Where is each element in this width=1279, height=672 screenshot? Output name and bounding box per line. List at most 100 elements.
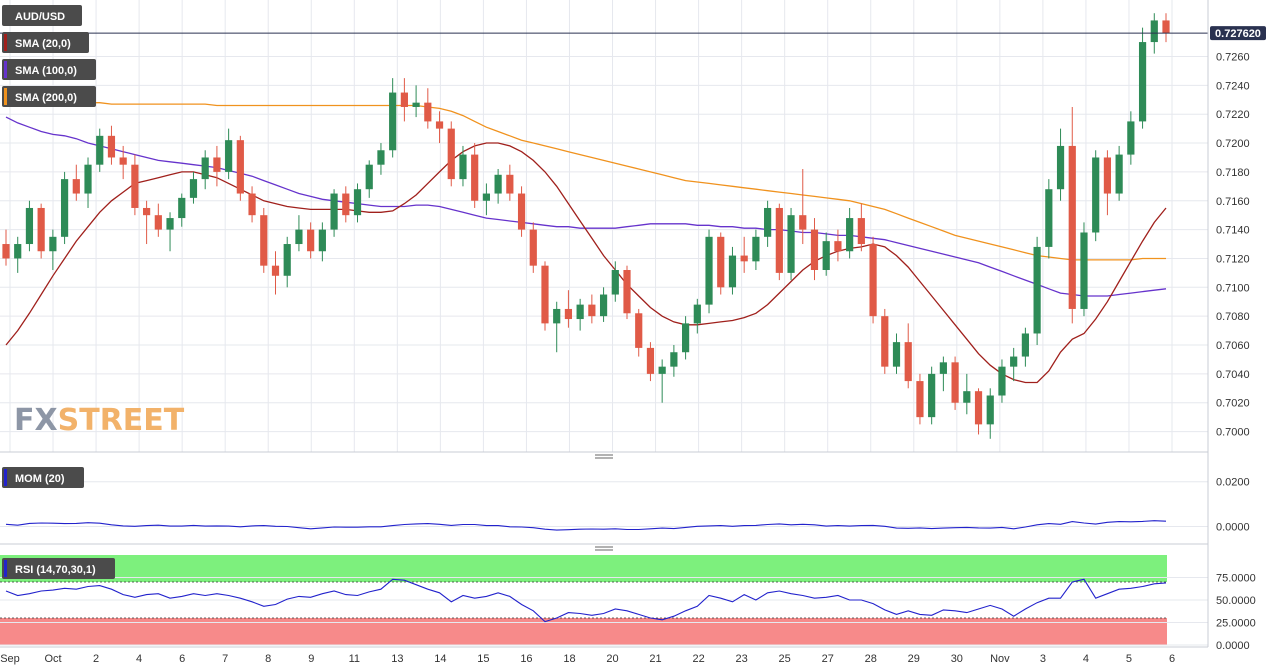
candle [904, 323, 912, 389]
candle [377, 143, 385, 175]
candle-body [189, 179, 198, 198]
candle [963, 373, 971, 415]
momentum-label-text: MOM (20) [15, 473, 65, 485]
candle [506, 164, 514, 201]
legend-sma-100[interactable]: SMA (100,0) [2, 59, 96, 80]
candle-body [764, 207, 772, 237]
pane-resize-handle[interactable] [595, 454, 613, 459]
momentum-line [5, 520, 1167, 531]
candle [1127, 111, 1135, 165]
candle [447, 121, 455, 187]
candle [951, 356, 959, 410]
x-tick-label: Sep [0, 653, 20, 665]
candle-body [271, 265, 280, 276]
candle [107, 125, 116, 165]
candle [611, 261, 619, 302]
candle-body [728, 255, 737, 288]
candle [1010, 347, 1018, 382]
candle [482, 183, 491, 216]
candle-body [225, 140, 233, 172]
rsi-label-swatch [4, 560, 7, 577]
candle [1021, 327, 1029, 367]
x-tick-label: 3 [1040, 653, 1046, 665]
candle-body [1127, 121, 1135, 155]
candle-body [295, 229, 303, 245]
candle-body [377, 150, 385, 165]
candle-body [213, 157, 221, 172]
candle [1115, 145, 1123, 201]
candle-body [986, 395, 994, 425]
last-price-label: 0.727620 [1215, 28, 1261, 40]
candle-body [1068, 145, 1076, 309]
candle [365, 160, 373, 198]
candle [459, 145, 467, 187]
x-tick-label: 2 [93, 653, 99, 665]
momentum-grid [0, 481, 1208, 528]
candle-body [998, 366, 1006, 396]
rsi-label[interactable]: RSI (14,70,30,1) [2, 558, 115, 579]
rsi-line [5, 578, 1167, 623]
candle-body [717, 236, 725, 288]
candle-body [553, 308, 561, 324]
x-tick-label: 22 [692, 653, 704, 665]
symbol-label[interactable]: AUD/USD [2, 5, 82, 26]
x-tick-label: 20 [606, 653, 618, 665]
candle [869, 236, 877, 324]
pane-resize-handle-2[interactable] [595, 546, 613, 551]
candle-body [916, 381, 924, 418]
candle [37, 203, 45, 259]
momentum-pane[interactable] [0, 462, 1208, 544]
legend-sma-200[interactable]: SMA (200,0) [2, 86, 96, 107]
candle [517, 186, 526, 237]
candle-body [951, 362, 959, 403]
candle-body [517, 193, 526, 230]
candle-body [166, 218, 174, 230]
x-tick-label: 6 [1169, 653, 1175, 665]
momentum-label[interactable]: MOM (20) [2, 467, 84, 488]
candle-body [646, 347, 655, 374]
x-tick-label: 8 [265, 653, 271, 665]
rsi-tick-label: 25.0000 [1216, 618, 1256, 630]
candle [1033, 236, 1041, 346]
candle [283, 236, 291, 288]
candle [541, 261, 549, 331]
candle-body [1056, 145, 1065, 190]
candle-body [84, 164, 92, 194]
candle-body [131, 164, 139, 208]
candle-body [740, 255, 748, 262]
candle-body [1162, 20, 1170, 34]
candle-body [178, 197, 186, 219]
candle-body [892, 342, 901, 367]
candlesticks [2, 13, 1170, 439]
watermark: FXSTREET [14, 403, 185, 438]
legend-sma-100-text: SMA (100,0) [15, 65, 77, 77]
rsi-label-box [2, 558, 115, 579]
candle-body [353, 189, 362, 216]
price-tick-label: 0.7000 [1216, 427, 1250, 439]
candle [330, 189, 338, 237]
candle-body [611, 270, 619, 295]
candle-body [506, 174, 514, 194]
candle-body [400, 92, 408, 107]
price-pane[interactable] [0, 0, 1208, 452]
candle-body [72, 179, 80, 194]
legend-sma-20-swatch [4, 34, 7, 51]
candle-body [834, 241, 842, 252]
sma-20-line [5, 142, 1167, 384]
candle [553, 301, 561, 353]
candle-body [928, 373, 936, 418]
candle [225, 128, 233, 180]
candle-body [693, 304, 701, 324]
candle [2, 229, 10, 266]
candle-body [1080, 232, 1088, 309]
candle-body [974, 391, 983, 425]
rsi-y-axis: 75.0000 50.0000 25.0000 0.0000 [1216, 573, 1256, 653]
candle-body [635, 313, 643, 348]
rsi-label-text: RSI (14,70,30,1) [15, 564, 96, 576]
legend-sma-100-swatch [4, 61, 7, 78]
legend-sma-20[interactable]: SMA (20,0) [2, 32, 89, 53]
x-tick-label: 14 [434, 653, 446, 665]
candle-body [154, 215, 162, 230]
candle [1068, 106, 1076, 324]
